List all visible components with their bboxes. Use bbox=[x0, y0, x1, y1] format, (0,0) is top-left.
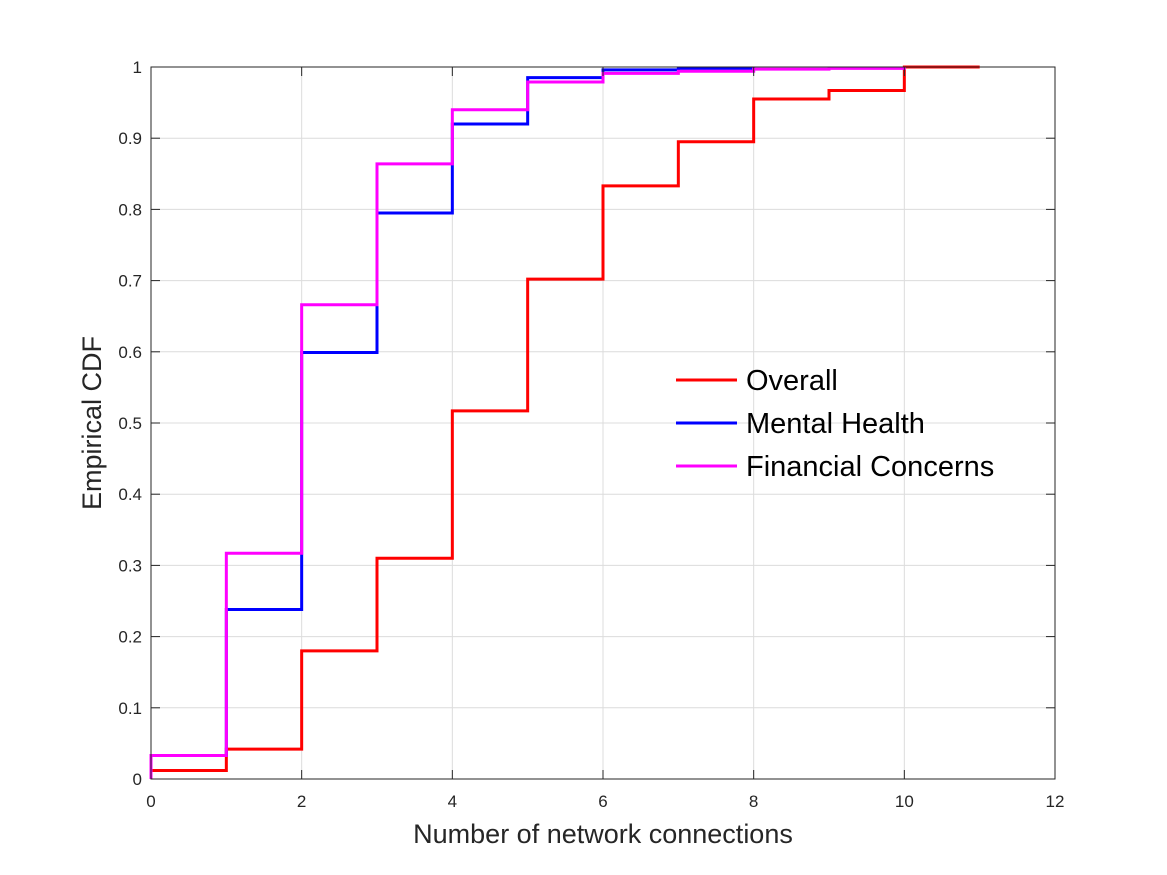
x-tick-label: 10 bbox=[895, 792, 914, 811]
x-axis-title: Number of network connections bbox=[413, 819, 793, 849]
x-tick-label: 8 bbox=[749, 792, 758, 811]
y-tick-label: 0.4 bbox=[118, 485, 142, 504]
y-tick-label: 0.1 bbox=[118, 699, 142, 718]
y-axis-title: Empirical CDF bbox=[77, 336, 107, 510]
legend-label: Overall bbox=[746, 365, 838, 397]
legend-label: Mental Health bbox=[746, 408, 925, 440]
x-tick-label: 12 bbox=[1046, 792, 1065, 811]
y-tick-labels: 0 0.1 0.2 0.3 0.4 0.5 0.6 0.7 0.8 0.9 1 bbox=[118, 58, 142, 789]
y-tick-label: 0.3 bbox=[118, 556, 142, 575]
y-tick-label: 0.8 bbox=[118, 200, 142, 219]
y-tick-label: 1 bbox=[133, 58, 142, 77]
y-tick-label: 0.9 bbox=[118, 129, 142, 148]
series-line-0 bbox=[149, 65, 980, 779]
x-tick-label: 6 bbox=[598, 792, 607, 811]
series-lines bbox=[149, 65, 980, 779]
y-tick-label: 0.7 bbox=[118, 272, 142, 291]
legend-label: Financial Concerns bbox=[746, 451, 994, 483]
legend: Overall Mental Health Financial Concerns bbox=[676, 365, 994, 483]
y-tick-label: 0.2 bbox=[118, 628, 142, 647]
y-tick-label: 0.5 bbox=[118, 414, 142, 433]
y-tick-label: 0 bbox=[133, 770, 142, 789]
axis-ticks bbox=[150, 66, 1056, 780]
x-tick-label: 4 bbox=[448, 792, 457, 811]
x-tick-label: 2 bbox=[297, 792, 306, 811]
x-tick-label: 0 bbox=[146, 792, 155, 811]
x-tick-labels: 0 2 4 6 8 10 12 bbox=[146, 792, 1064, 811]
series-line-2 bbox=[149, 66, 906, 779]
y-tick-label: 0.6 bbox=[118, 343, 142, 362]
